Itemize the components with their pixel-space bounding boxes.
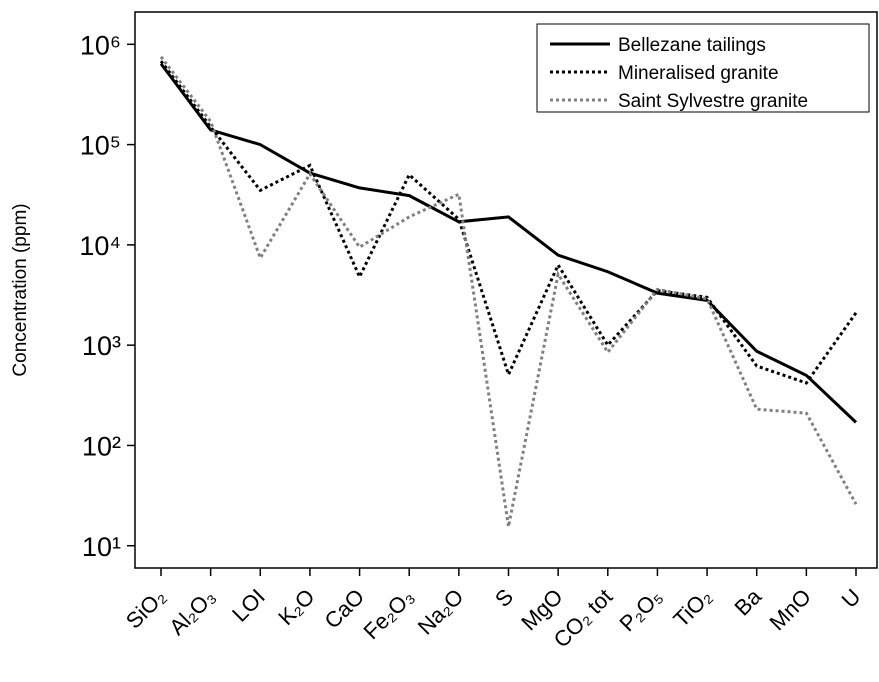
plot-frame <box>134 11 878 569</box>
legend-label: Bellezane tailings <box>618 35 766 56</box>
x-tick-label: Na₂O <box>413 584 469 640</box>
y-tick-label: 10⁶ <box>80 30 121 60</box>
x-tick-label: TiO₂ <box>668 584 716 632</box>
y-tick-label: 10² <box>82 431 121 461</box>
x-tick-label: S <box>490 584 518 612</box>
x-tick-label: MnO <box>764 584 815 635</box>
y-tick-label: 10⁵ <box>80 131 121 161</box>
x-tick-label: LOI <box>227 584 270 627</box>
legend-label: Mineralised granite <box>618 63 779 84</box>
y-tick-label: 10⁴ <box>79 231 121 261</box>
y-tick-label: 10¹ <box>82 532 121 562</box>
x-tick-label: K₂O <box>273 584 319 630</box>
y-tick-label: 10³ <box>82 331 121 361</box>
x-tick-label: P₂O₅ <box>614 584 666 636</box>
x-tick-label: SiO₂ <box>121 584 171 634</box>
series-line <box>159 55 858 527</box>
series-line <box>159 62 858 424</box>
series-line <box>159 60 858 385</box>
x-tick-label: Fe₂O₃ <box>358 584 418 644</box>
legend-box <box>536 23 870 113</box>
x-tick-label: Al₂O₃ <box>164 584 220 640</box>
y-axis-label: Concentration (ppm) <box>10 203 31 376</box>
legend-label: Saint Sylvestre granite <box>618 91 808 112</box>
x-tick-label: Ba <box>730 583 767 620</box>
x-tick-label: U <box>837 584 866 613</box>
